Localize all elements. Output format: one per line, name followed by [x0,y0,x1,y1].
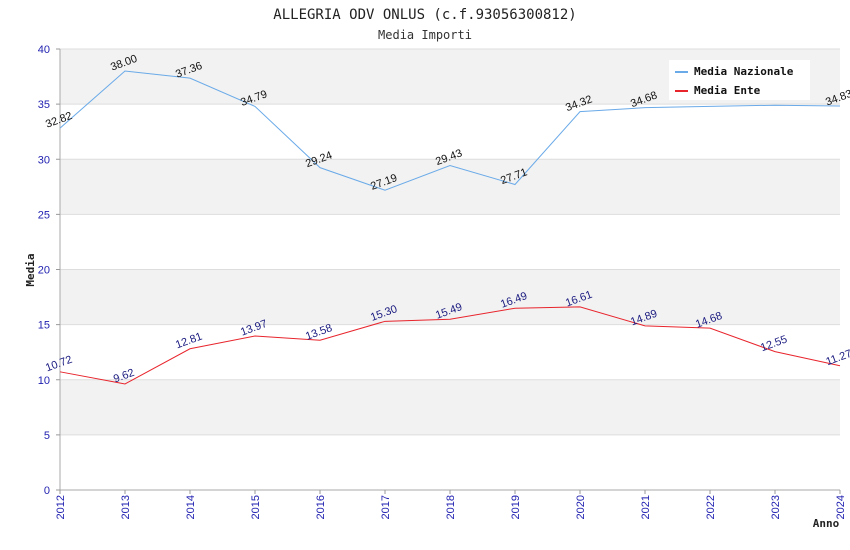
x-tick-label: 2013 [120,495,132,519]
x-tick-label: 2016 [315,495,327,519]
x-tick-label: 2021 [640,495,652,519]
grid-band [60,214,840,270]
y-tick-label: 5 [44,430,50,442]
grid-band [60,269,840,325]
chart-title: ALLEGRIA ODV ONLUS (c.f.93056300812) [273,7,576,23]
grid-band [60,104,840,160]
grid-bands [60,48,840,490]
y-axis-label: Media [24,253,37,286]
y-tick-label: 25 [38,209,50,221]
grid-band [60,159,840,215]
y-tick-label: 40 [38,44,50,56]
x-tick-label: 2014 [185,495,197,519]
y-tick-label: 10 [38,375,50,387]
x-tick-label: 2020 [575,495,587,519]
series-lines [59,70,841,385]
x-axis: 2012 2013 2014 2015 2016 2017 2018 2019 2020 2021… [55,489,847,519]
series-line-ente [59,306,841,385]
legend: Media Nazionale Media Ente [669,60,810,100]
x-tick-label: 2023 [770,495,782,519]
grid-band [60,379,840,435]
x-tick-label: 2017 [380,495,392,519]
x-tick-label: 2022 [705,495,717,519]
legend-box [669,60,810,100]
y-tick-label: 35 [38,99,50,111]
grid-band [60,434,840,490]
series-line-nazionale [59,70,841,191]
grid-band [60,324,840,380]
y-tick-label: 15 [38,320,50,332]
legend-label-nazionale: Media Nazionale [694,65,794,78]
y-tick-label: 30 [38,154,50,166]
x-tick-label: 2015 [250,495,262,519]
chart-subtitle: Media Importi [378,28,472,42]
y-axis: 0 5 10 15 20 25 30 35 40 [38,44,61,497]
x-tick-label: 2012 [55,495,67,519]
x-tick-label: 2019 [510,495,522,519]
legend-label-ente: Media Ente [694,84,761,97]
x-tick-label: 2024 [835,495,847,519]
y-tick-label: 20 [38,265,50,277]
x-axis-label: Anno [813,517,840,530]
y-tick-label: 0 [44,485,50,497]
x-tick-label: 2018 [445,495,457,519]
